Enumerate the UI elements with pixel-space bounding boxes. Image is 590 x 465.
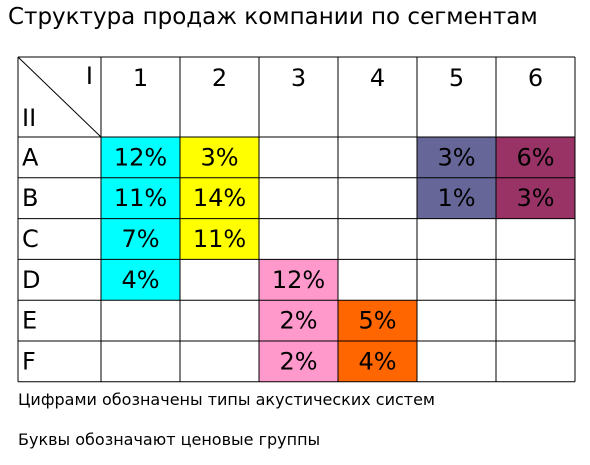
column-label: 3 [291, 64, 306, 92]
cell-value: 2% [279, 307, 317, 335]
column-label: 1 [133, 64, 148, 92]
cell-value: 11% [114, 184, 167, 212]
column-label: 5 [449, 64, 464, 92]
cell [180, 137, 259, 178]
cell [338, 300, 417, 341]
cell-value: 7% [121, 225, 159, 253]
cell-value: 4% [121, 266, 159, 294]
column-label: 2 [212, 64, 227, 92]
corner-label: I [86, 62, 93, 90]
cell [496, 177, 575, 219]
cell [101, 177, 180, 219]
cell [180, 218, 259, 260]
cell-value: 12% [272, 266, 325, 294]
cell [101, 137, 180, 178]
row-label: D [22, 266, 40, 294]
cell [338, 341, 417, 382]
note: Буквы обозначают ценовые группы [18, 430, 321, 449]
cell [496, 137, 575, 178]
cell [417, 177, 496, 219]
cell-value: 3% [437, 143, 475, 171]
cell-value: 11% [193, 225, 246, 253]
cell [259, 341, 338, 382]
cell-value: 4% [358, 347, 396, 375]
cell [101, 259, 180, 301]
cell-value: 2% [279, 347, 317, 375]
cell [259, 300, 338, 341]
cell [180, 177, 259, 219]
grid-line [17, 56, 102, 138]
cell [417, 137, 496, 178]
cell-value: 12% [114, 143, 167, 171]
cell [101, 218, 180, 260]
cell-value: 6% [516, 143, 554, 171]
note: Цифрами обозначены типы акустических сис… [18, 390, 435, 409]
row-label: E [22, 307, 37, 335]
corner-label: II [22, 104, 36, 132]
row-label: C [22, 225, 39, 253]
cell-value: 5% [358, 307, 396, 335]
cell-value: 1% [437, 184, 475, 212]
cell-value: 3% [200, 143, 238, 171]
row-label: B [22, 184, 38, 212]
column-label: 6 [528, 64, 543, 92]
cell-value: 3% [516, 184, 554, 212]
title: Структура продаж компании по сегментам [8, 4, 538, 30]
row-label: A [22, 143, 39, 171]
cell [259, 259, 338, 301]
cell-value: 14% [193, 184, 246, 212]
column-label: 4 [370, 64, 385, 92]
row-label: F [22, 347, 36, 375]
